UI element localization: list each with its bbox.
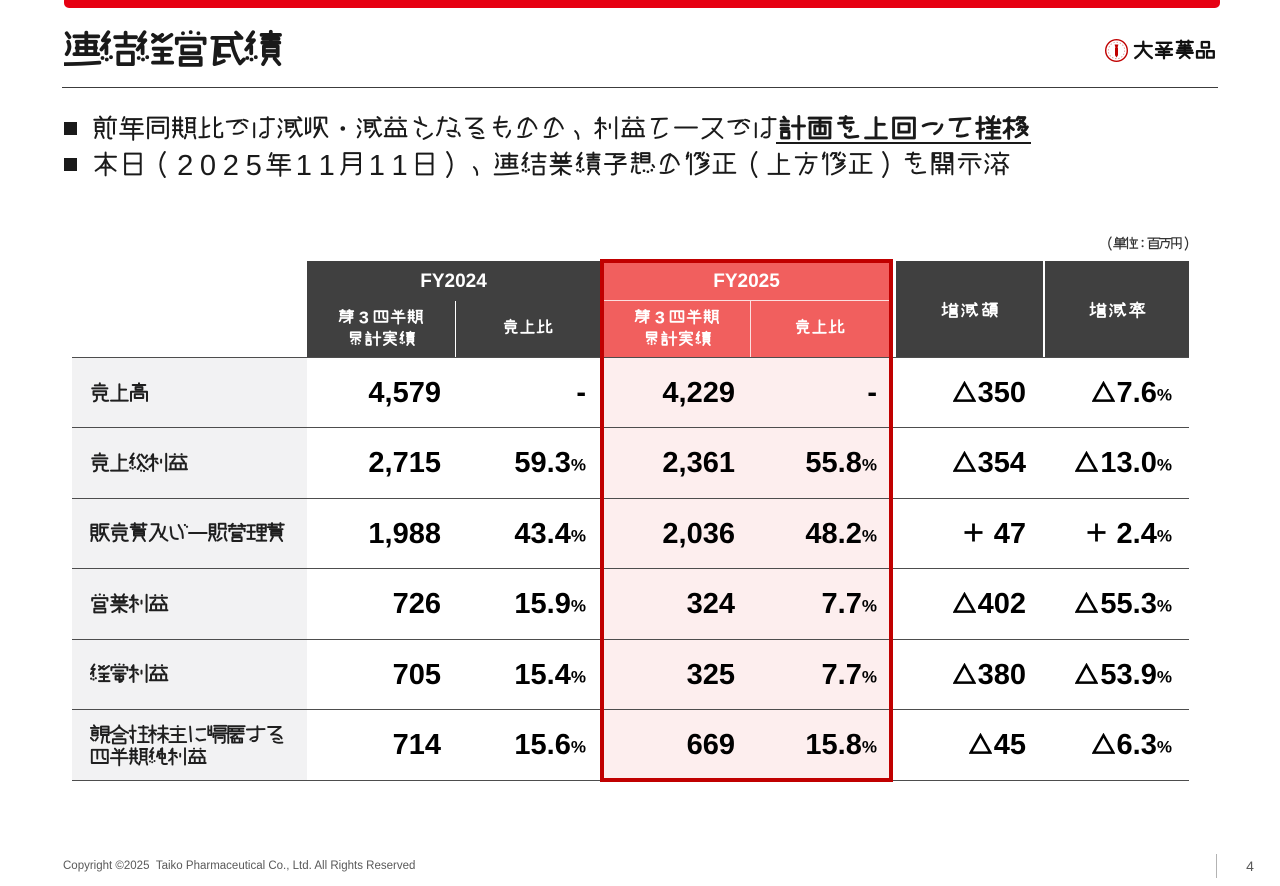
svg-text:3: 3 [359, 308, 369, 326]
svg-text:2: 2 [223, 150, 239, 179]
svg-text:1: 1 [369, 150, 385, 179]
svg-text:5: 5 [246, 150, 262, 179]
svg-text:1: 1 [319, 150, 335, 179]
svg-text:3: 3 [655, 308, 665, 326]
svg-text:1: 1 [392, 150, 408, 179]
svg-text:1: 1 [296, 150, 312, 179]
svg-text:2: 2 [177, 150, 193, 179]
svg-text:0: 0 [200, 150, 216, 179]
